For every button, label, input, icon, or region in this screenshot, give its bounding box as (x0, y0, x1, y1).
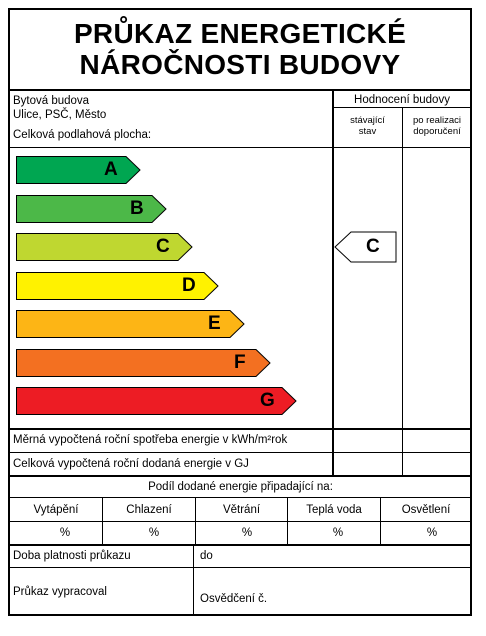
rating-header-after: po realizaci doporučení (412, 115, 462, 137)
energy-class-bar-c: C (16, 233, 194, 261)
floor-area-label: Celková podlahová plocha: (13, 129, 152, 141)
title-line-2: NÁROČNOSTI BUDOVY (79, 49, 401, 80)
energy-class-label-d: D (182, 274, 196, 296)
rating-header-title: Hodnocení budovy (354, 94, 450, 106)
energy-class-arrow-b (16, 194, 167, 223)
share-unit-heating: % (59, 527, 71, 539)
energy-class-arrow-d (16, 271, 219, 300)
current-rating-label: C (366, 236, 380, 257)
energy-class-bar-e: E (16, 310, 246, 338)
divider-share-col-2 (195, 497, 196, 544)
divider-share-col-4 (380, 497, 381, 544)
certificate-frame (8, 8, 472, 616)
divider-share-col-3 (287, 497, 288, 544)
energy-class-label-g: G (260, 390, 275, 411)
energy-class-label-e: E (208, 313, 221, 334)
share-col-cooling: Chlazení (126, 504, 172, 516)
share-col-lighting: Osvětlení (401, 504, 451, 516)
share-col-ventilation: Větrání (222, 504, 261, 516)
author-label: Průkaz vypracoval (13, 586, 107, 598)
divider-scale (9, 428, 471, 430)
validity-label: Doba platnosti průkazu (13, 550, 131, 562)
share-unit-ventilation: % (241, 527, 253, 539)
energy-class-arrow-f (16, 348, 271, 377)
title-line-1: PRŮKAZ ENERGETICKÉ (73, 18, 407, 49)
validity-until-label: do (200, 550, 213, 562)
energy-class-label-b: B (130, 197, 144, 219)
energy-class-arrow-e (16, 310, 245, 338)
divider-row-1 (9, 452, 471, 453)
share-title: Podíl dodané energie připadající na: (148, 481, 333, 493)
divider-share-title (9, 497, 471, 498)
divider-col-after (402, 107, 403, 476)
energy-class-bar-d: D (16, 271, 220, 300)
specific-consumption-label: Měrná vypočtená roční spotřeba energie v… (13, 434, 288, 446)
share-col-heating: Vytápění (33, 504, 79, 516)
current-rating-pointer: C (334, 231, 398, 263)
certificate-title: PRŮKAZ ENERGETICKÉ NÁROČNOSTI BUDOVY (10, 18, 470, 80)
share-unit-lighting: % (426, 527, 438, 539)
building-type: Bytová budova (13, 95, 90, 107)
energy-class-bar-a: A (16, 156, 142, 184)
energy-class-label-a: A (104, 159, 118, 180)
building-address: Ulice, PSČ, Město (13, 109, 107, 121)
divider-share (9, 544, 471, 546)
rating-header-current: stávající stav (350, 115, 385, 137)
certificate-number-label: Osvědčení č. (200, 593, 268, 605)
energy-class-label-c: C (156, 236, 170, 257)
energy-class-bar-f: F (16, 348, 272, 377)
divider-title (9, 89, 471, 91)
divider-footer-col (193, 544, 194, 616)
energy-class-arrow-c (16, 233, 193, 261)
pointer-arrow-shape (334, 231, 397, 263)
energy-class-bar-b: B (16, 194, 168, 223)
share-col-hot-water: Teplá voda (306, 504, 362, 516)
energy-class-arrow-a (16, 156, 141, 184)
total-delivered-label: Celková vypočtená roční dodaná energie v… (13, 458, 249, 470)
divider-share-col-1 (102, 497, 103, 544)
energy-class-label-f: F (234, 351, 246, 373)
energy-class-bar-g: G (16, 387, 298, 415)
share-unit-hot-water: % (332, 527, 344, 539)
divider-share-header (9, 521, 471, 522)
energy-class-arrow-g (16, 387, 297, 415)
divider-col-current (332, 90, 334, 476)
divider-row-2 (9, 475, 471, 477)
share-unit-cooling: % (148, 527, 160, 539)
divider-validity (9, 567, 471, 568)
divider-header (9, 147, 471, 148)
